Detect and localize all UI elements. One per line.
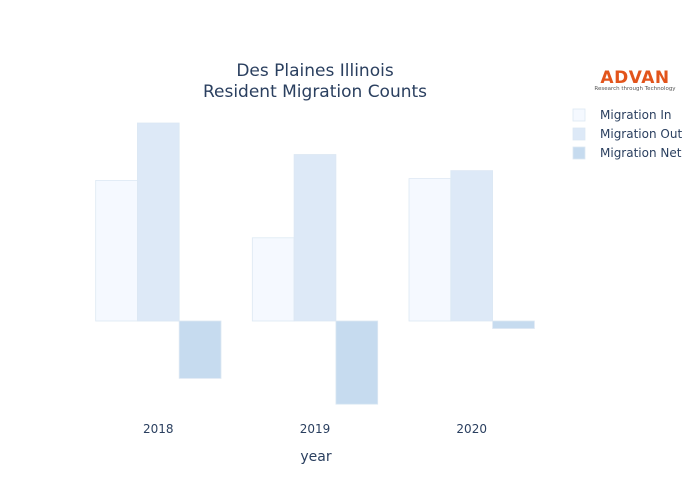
bar-migration-net-2019 — [335, 320, 379, 405]
logo-tagline: Research through Technology — [594, 86, 676, 92]
legend-item-migration-out[interactable]: Migration Out — [572, 127, 682, 141]
legend-swatch — [572, 146, 586, 160]
bar-migration-net-2020 — [492, 320, 535, 329]
legend: Migration In Migration Out Migration Net — [572, 108, 682, 160]
bar-migration-out-2019 — [293, 154, 337, 322]
bar-migration-in-2019 — [251, 237, 295, 322]
legend-label: Migration Out — [600, 127, 682, 141]
bar-migration-net-2018 — [178, 320, 222, 379]
legend-item-migration-net[interactable]: Migration Net — [572, 146, 682, 160]
legend-label: Migration In — [600, 108, 672, 122]
legend-swatch — [572, 108, 586, 122]
legend-item-migration-in[interactable]: Migration In — [572, 108, 672, 122]
x-tick-label-2020: 2020 — [456, 422, 487, 436]
bar-migration-in-2020 — [408, 178, 452, 322]
x-tick-labels: 2018 2019 2020 — [143, 422, 487, 436]
bar-migration-in-2018 — [95, 179, 138, 322]
legend-label: Migration Net — [600, 146, 682, 160]
x-tick-label-2019: 2019 — [300, 422, 331, 436]
chart-title-line2: Resident Migration Counts — [203, 82, 427, 102]
chart-title-line1: Des Plaines Illinois — [236, 61, 394, 81]
advan-logo: ADVAN Research through Technology — [594, 68, 676, 92]
legend-swatch — [572, 127, 586, 141]
chart-title: Des Plaines Illinois Resident Migration … — [203, 61, 427, 102]
bars-layer — [95, 122, 535, 405]
logo-wordmark: ADVAN — [600, 68, 669, 88]
bar-migration-out-2018 — [136, 122, 180, 322]
bar-migration-out-2020 — [450, 170, 493, 322]
x-tick-label-2018: 2018 — [143, 422, 174, 436]
x-axis-title: year — [300, 449, 331, 465]
